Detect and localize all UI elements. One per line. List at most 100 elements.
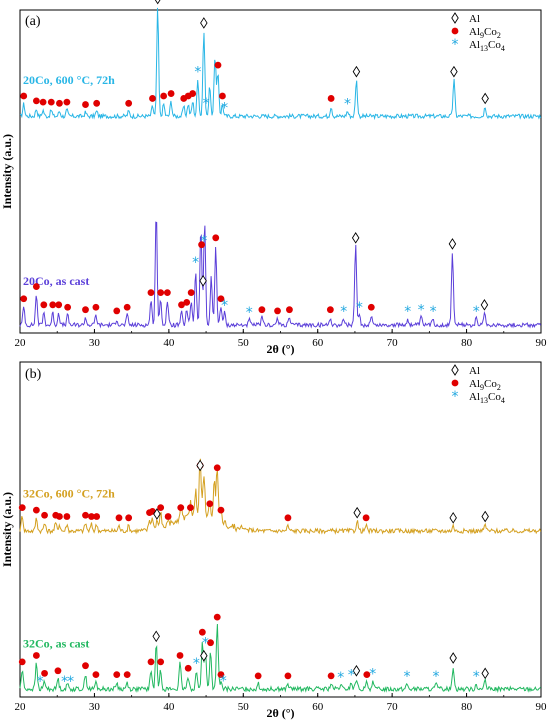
peak-marker-dot: [47, 98, 55, 106]
peak-marker-dot: [214, 61, 222, 69]
peak-marker-dot: [177, 504, 185, 511]
panel-b: 20 30 40 50 60 70 80 90 2θ (°) Intensity (a.u.) (b…: [0, 361, 547, 720]
peak-marker-dot: [82, 511, 89, 519]
legend-marker-diamond: [451, 364, 459, 376]
legend-label: Al13Co4: [469, 391, 505, 405]
peak-marker-dot: [207, 639, 214, 647]
peak-marker-dot: [274, 307, 281, 315]
series-label: 32Co, as cast: [23, 637, 89, 651]
x-tick-label: 40: [163, 701, 175, 713]
peak-marker-dot: [82, 101, 89, 108]
x-axis-label: 2θ (°): [266, 342, 294, 356]
x-tick-label: 20: [15, 701, 27, 713]
series-line: [19, 221, 542, 329]
peak-marker-dot: [326, 306, 334, 314]
peak-marker-dot: [18, 658, 26, 666]
peak-marker-dot: [198, 241, 206, 249]
x-tick-label: 80: [461, 337, 473, 349]
x-tick-label: 80: [461, 701, 473, 713]
peak-marker-star: *: [344, 96, 351, 112]
peak-marker-star: *: [194, 65, 201, 81]
peak-marker-dot: [160, 92, 168, 100]
peak-marker-dot: [284, 514, 292, 522]
peak-marker-dot: [113, 671, 121, 679]
peak-marker-diamond: [153, 508, 161, 520]
peak-marker-diamond: [481, 92, 489, 105]
peak-marker-dot: [163, 289, 171, 297]
peak-marker-dot: [32, 652, 40, 659]
peak-marker-dot: [189, 90, 197, 97]
x-tick-label: 60: [312, 701, 324, 713]
peak-marker-dot: [88, 513, 95, 520]
peak-marker-dot: [206, 500, 214, 508]
peak-marker-dot: [39, 98, 47, 106]
peak-marker-star: *: [200, 233, 207, 249]
peak-marker-dot: [363, 671, 371, 679]
peak-marker-dot: [198, 628, 206, 636]
peak-marker-dot: [82, 662, 89, 670]
x-tick-label: 50: [238, 337, 250, 349]
x-tick-label: 20: [15, 337, 27, 349]
peak-marker-dot: [258, 306, 266, 314]
peak-marker-star: *: [192, 255, 199, 271]
peak-marker-diamond: [481, 510, 489, 523]
x-tick-label: 70: [387, 337, 399, 349]
peak-marker-dot: [167, 90, 175, 97]
legend-label: Al13Co4: [469, 39, 505, 53]
peak-marker-dot: [20, 295, 28, 303]
peak-marker-diamond: [352, 65, 361, 78]
legend-label: Al: [469, 13, 480, 25]
peak-marker-dot: [217, 295, 225, 303]
series-line: [19, 623, 542, 694]
peak-marker-star: *: [221, 100, 228, 116]
peak-marker-dot: [49, 301, 57, 309]
peak-marker-dot: [113, 307, 121, 315]
legend-marker-diamond: [451, 12, 459, 24]
peak-marker-dot: [32, 97, 40, 105]
peak-marker-dot: [147, 658, 155, 666]
series-label: 20Co, 600 °C, 72h: [23, 73, 115, 87]
peak-marker-dot: [18, 504, 26, 511]
peak-marker-diamond: [196, 459, 204, 472]
peak-marker-dot: [178, 301, 185, 309]
peak-marker-dot: [284, 672, 292, 680]
series-line: [19, 458, 542, 535]
legend-marker-dot: [451, 379, 459, 387]
peak-marker-diamond: [449, 652, 457, 664]
x-tick-label: 60: [312, 337, 324, 349]
series-line: [19, 7, 542, 121]
peak-marker-dot: [64, 303, 72, 311]
peak-marker-dot: [149, 95, 156, 102]
series-label: 20Co, as cast: [23, 274, 89, 288]
peak-marker-dot: [286, 306, 293, 314]
x-tick-label: 40: [163, 337, 175, 349]
peak-marker-star: *: [348, 668, 355, 684]
peak-marker-star: *: [433, 669, 440, 685]
x-axis-label: 2θ (°): [266, 706, 294, 720]
legend-label: Al9Co2: [469, 26, 501, 40]
legend-label: Al9Co2: [469, 378, 501, 392]
legend-label: Al: [469, 365, 480, 377]
peak-marker-dot: [147, 289, 155, 297]
peak-marker-star: *: [356, 300, 363, 316]
peak-marker-dot: [217, 671, 225, 678]
peak-marker-dot: [327, 672, 335, 680]
y-axis-label: Intensity (a.u.): [0, 134, 14, 209]
peak-marker-star: *: [337, 670, 344, 686]
legend-marker-star: *: [452, 389, 459, 405]
panel-label: (a): [25, 14, 41, 29]
peak-marker-diamond: [152, 630, 160, 643]
peak-marker-dot: [93, 513, 101, 520]
peak-marker-dot: [183, 298, 191, 306]
peak-marker-diamond: [352, 664, 361, 677]
peak-marker-star: *: [473, 669, 480, 685]
peak-marker-dot: [92, 303, 100, 311]
peak-marker-dot: [123, 303, 131, 311]
peak-marker-star: *: [203, 96, 210, 112]
peak-marker-diamond: [450, 65, 458, 78]
legend-marker-dot: [451, 27, 459, 35]
peak-marker-star: *: [193, 656, 200, 672]
peak-marker-star: *: [202, 635, 209, 651]
peak-marker-dot: [327, 95, 335, 102]
x-tick-label: 50: [238, 701, 250, 713]
